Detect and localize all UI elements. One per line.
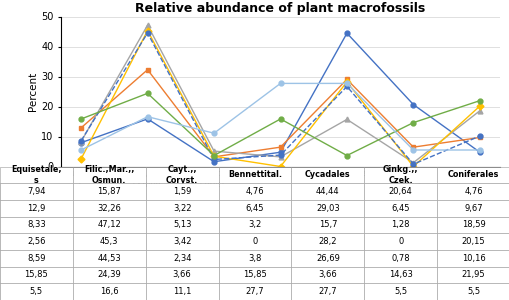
- Y-axis label: Percent: Percent: [29, 72, 38, 111]
- Title: Relative abundance of plant macrofossils: Relative abundance of plant macrofossils: [135, 2, 425, 15]
